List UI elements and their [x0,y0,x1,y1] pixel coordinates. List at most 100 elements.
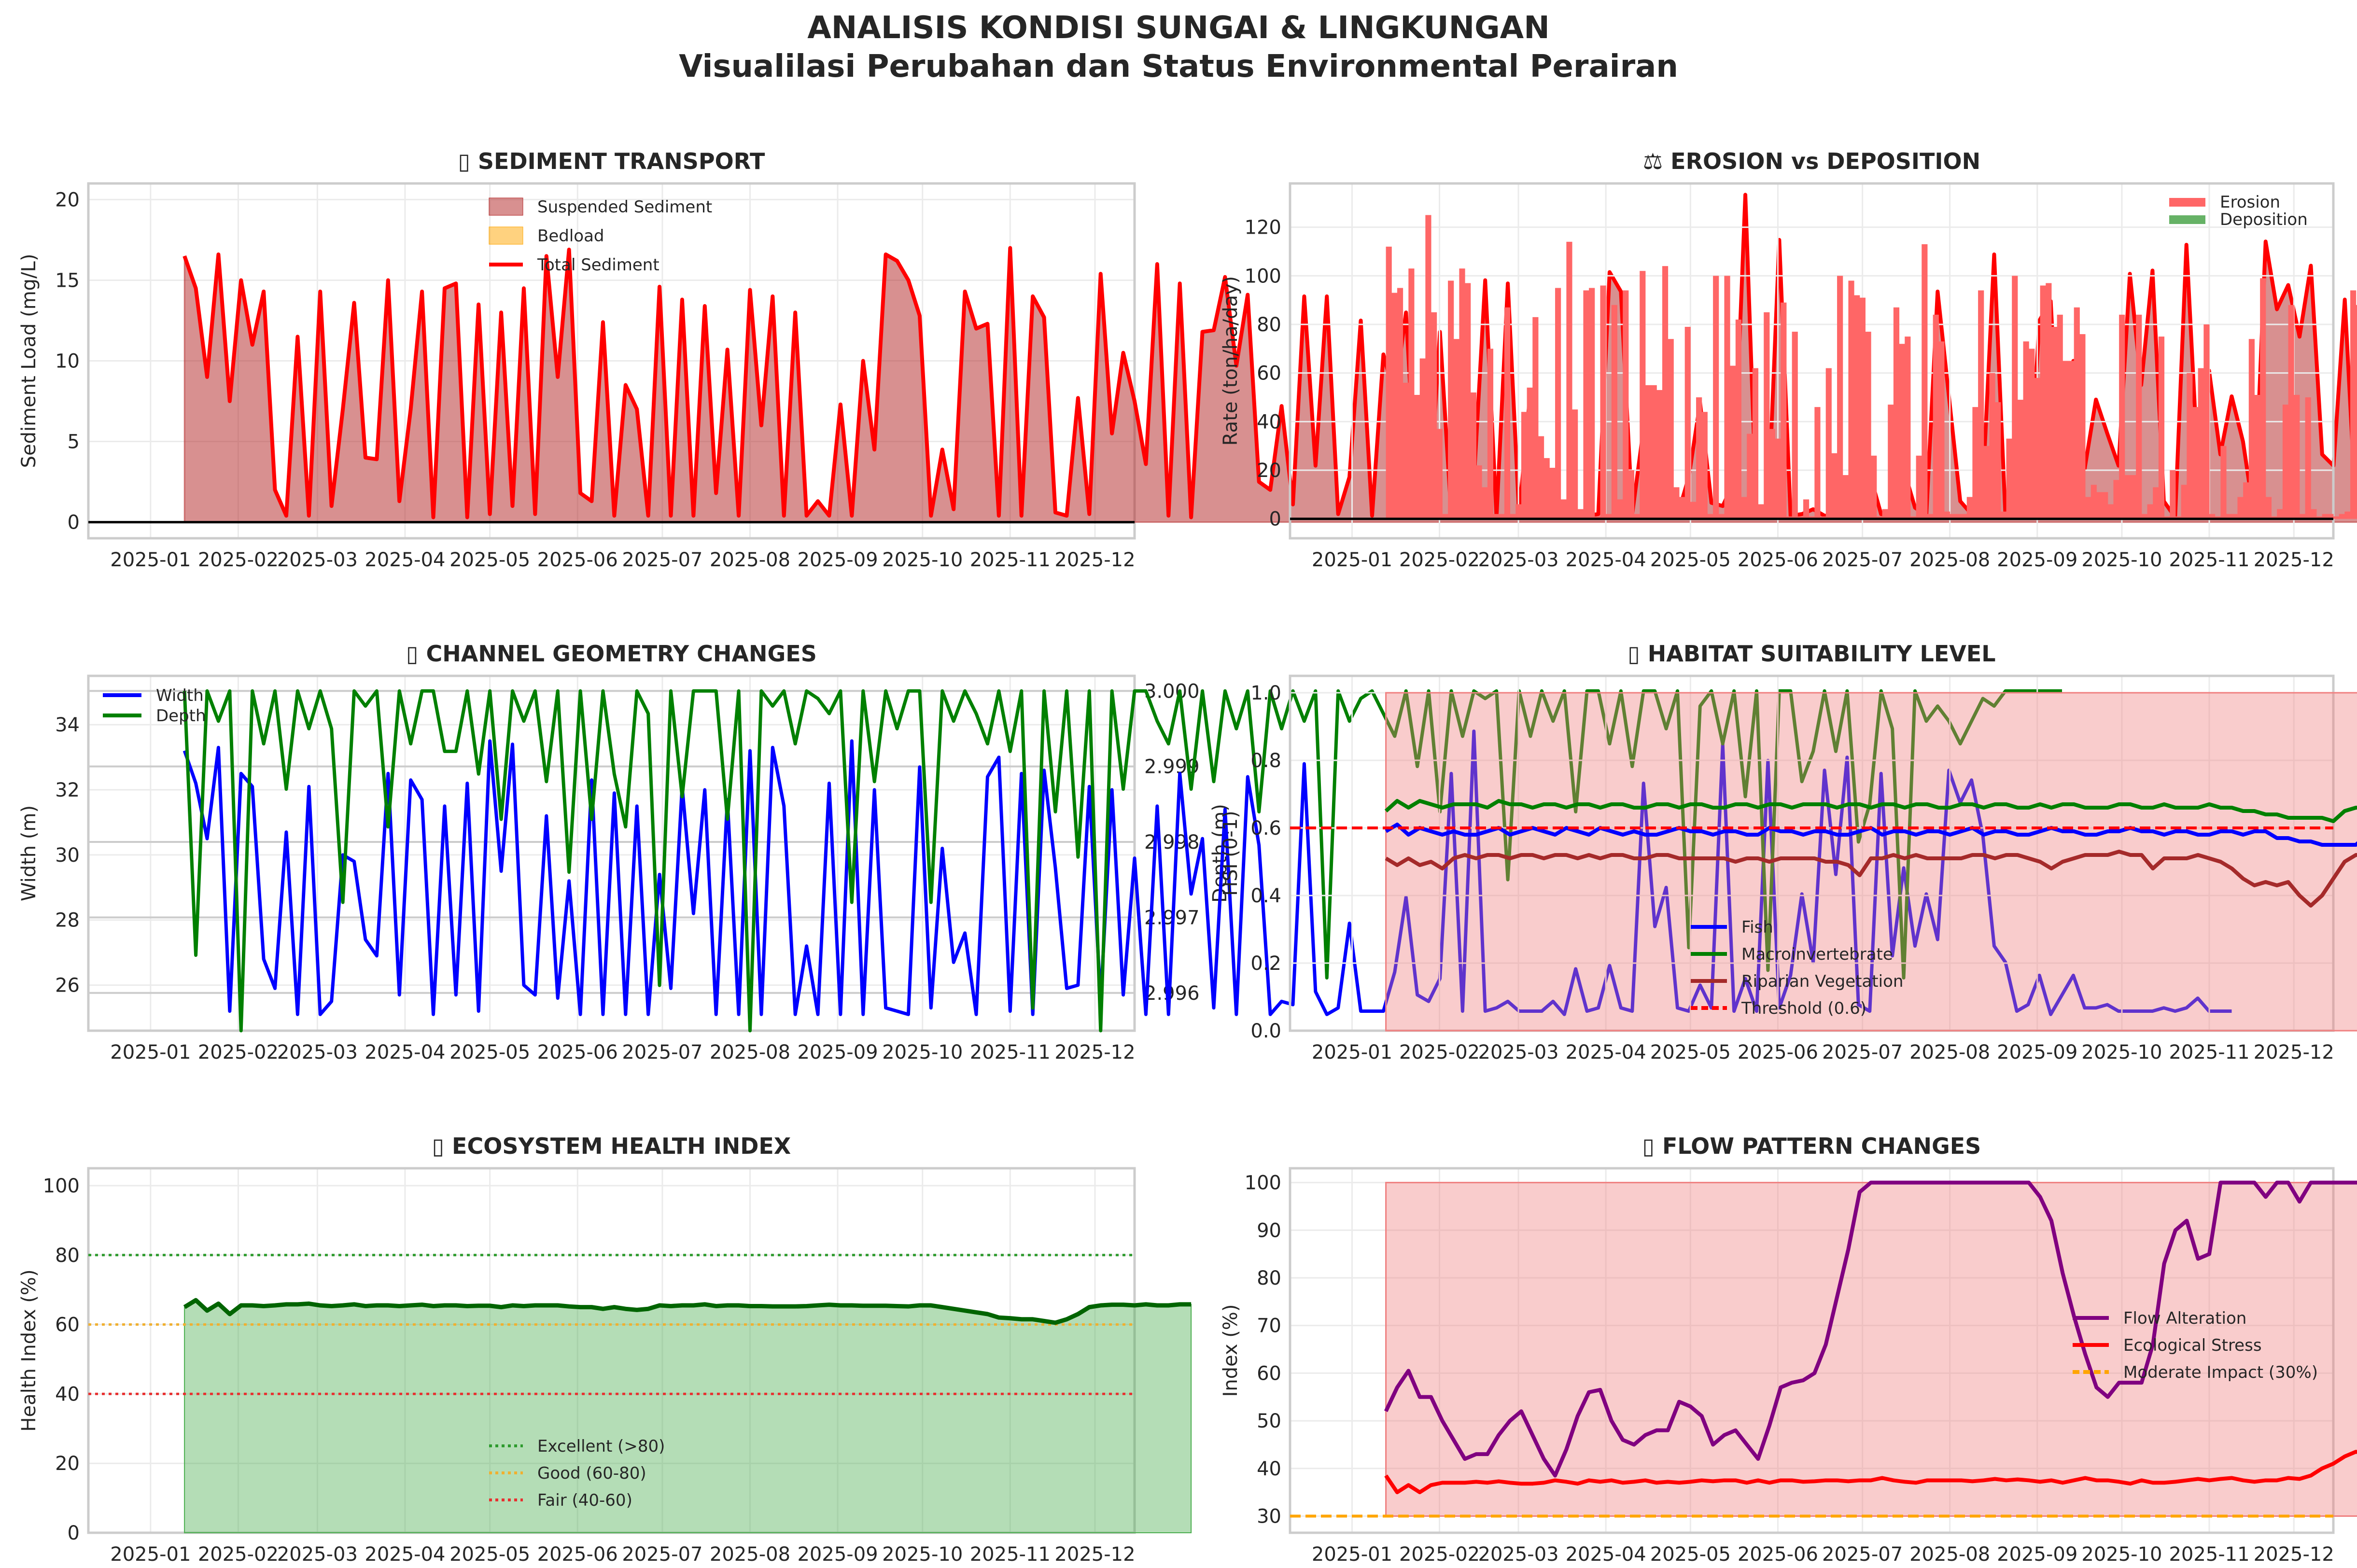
erosion-bar [1871,455,1877,519]
erosion-bar [1809,516,1815,519]
y-axis-label: Rate (ton/ha/day) [1220,276,1242,446]
y-tick-label: 30 [1257,1505,1281,1527]
x-tick-label: 2025-10 [882,1041,963,1064]
erosion-bar [2012,276,2018,519]
x-tick-label: 2025-03 [277,1041,358,1064]
erosion-bar [2057,314,2063,519]
x-tick-label: 2025-03 [277,549,358,571]
x-tick-label: 2025-10 [2081,1543,2162,1566]
erosion-bar [2356,305,2357,519]
y-tick-label: 0 [68,512,80,534]
erosion-bar [1640,271,1646,519]
erosion-bar [1543,458,1550,519]
chart-title: ▯ HABITAT SUITABILITY LEVEL [1627,641,1995,667]
plot-frame [87,674,1136,1032]
erosion-bar [2158,336,2165,519]
erosion-bar [1825,368,1832,519]
erosion-bar [2107,504,2114,519]
erosion-bar [2237,497,2244,519]
erosion-bar [2226,514,2232,519]
legend-label: Moderate Impact (30%) [2123,1363,2318,1382]
erosion-bar [1403,382,1409,519]
y-tick-label: 0.0 [1250,1020,1281,1042]
erosion-bar [2074,307,2080,519]
erosion-bar [1572,409,1578,519]
x-tick-label: 2025-10 [2081,549,2162,571]
x-tick-label: 2025-08 [710,1543,790,1566]
erosion-bar [1922,244,1928,519]
y-tick-label: 60 [1257,363,1281,385]
legend-label: Total Sediment [537,255,659,275]
x-tick-label: 2025-10 [882,549,963,571]
erosion-bar [1684,327,1691,519]
erosion-bar [2344,511,2351,519]
erosion-bar [2141,514,2148,519]
x-tick-label: 2025-07 [1822,549,1903,571]
x-tick-label: 2025-12 [1054,1543,1135,1566]
erosion-bar [2181,485,2187,519]
erosion-bar [1899,344,1905,519]
x-tick-label: 2025-04 [1566,1543,1646,1566]
y-tick-label: 100 [1245,1172,1281,1194]
legend-swatch-erosion [2169,198,2205,207]
erosion-bar [2339,514,2345,519]
legend-label: Deposition [2220,210,2308,229]
x-tick-label: 2025-08 [1909,1543,1990,1566]
erosion-bar [1938,341,1945,519]
x-tick-label: 2025-08 [1909,1041,1990,1064]
erosion-bar [1594,516,1600,519]
erosion-bar [1859,297,1866,519]
y-tick-label: 0.4 [1250,885,1281,907]
erosion-bar [1391,293,1398,519]
y-tick-label: 0.6 [1250,817,1281,840]
erosion-bar [1679,497,1685,519]
erosion-bar [1414,394,1420,519]
x-tick-label: 2025-09 [797,549,878,571]
erosion-bar [1651,385,1657,519]
erosion-bar [1442,514,1448,519]
y-tick-label: 50 [1257,1410,1281,1432]
legend-swatch-bedload [489,226,523,245]
erosion-bar [1747,434,1753,519]
x-tick-label: 2025-07 [1822,1041,1903,1064]
x-tick-label: 2025-06 [537,549,618,571]
erosion-bar [2124,475,2131,519]
legend-label: Riparian Vegetation [1741,972,1903,991]
x-tick-label: 2025-08 [1909,549,1990,571]
x-tick-label: 2025-12 [2254,1041,2334,1064]
series-line [1385,823,2357,847]
erosion-bar [2119,314,2125,519]
erosion-bar [1560,499,1567,519]
chart-title: ▯ CHANNEL GEOMETRY CHANGES [406,641,817,667]
x-tick-label: 2025-03 [1478,1041,1559,1064]
erosion-bar [1510,514,1516,519]
chart-title: ▯ SEDIMENT TRANSPORT [458,148,765,174]
erosion-bar [1453,339,1459,519]
erosion-bar [2062,361,2069,519]
series-line [1384,799,2357,823]
total-sediment-line [182,193,2357,519]
erosion-bar [1634,514,1640,519]
x-tick-label: 2025-11 [970,1041,1051,1064]
erosion-bar [1696,397,1702,519]
y-tick-label: 60 [1257,1362,1281,1385]
erosion-bar [1504,307,1511,519]
erosion-bar [1792,332,1798,519]
x-tick-label: 2025-05 [449,1041,530,1064]
erosion-bar [2046,283,2052,519]
erosion-bar [1470,392,1476,519]
erosion-bar [2113,480,2119,519]
erosion-bar [2023,341,2029,519]
legend: Fish Macroinvertebrate Riparian Vegetation… [1691,918,1903,1018]
erosion-bar [1950,514,1956,519]
erosion-bar [1623,290,1629,519]
erosion-bar [2316,516,2323,519]
erosion-bar [2311,509,2317,519]
erosion-bar [2333,516,2340,519]
erosion-bar [1775,438,1781,519]
x-tick-label: 2025-06 [1738,1543,1818,1566]
x-tick-label: 2025-08 [710,549,790,571]
y-tick-label: 100 [43,1175,80,1197]
erosion-bar [1854,295,1860,519]
